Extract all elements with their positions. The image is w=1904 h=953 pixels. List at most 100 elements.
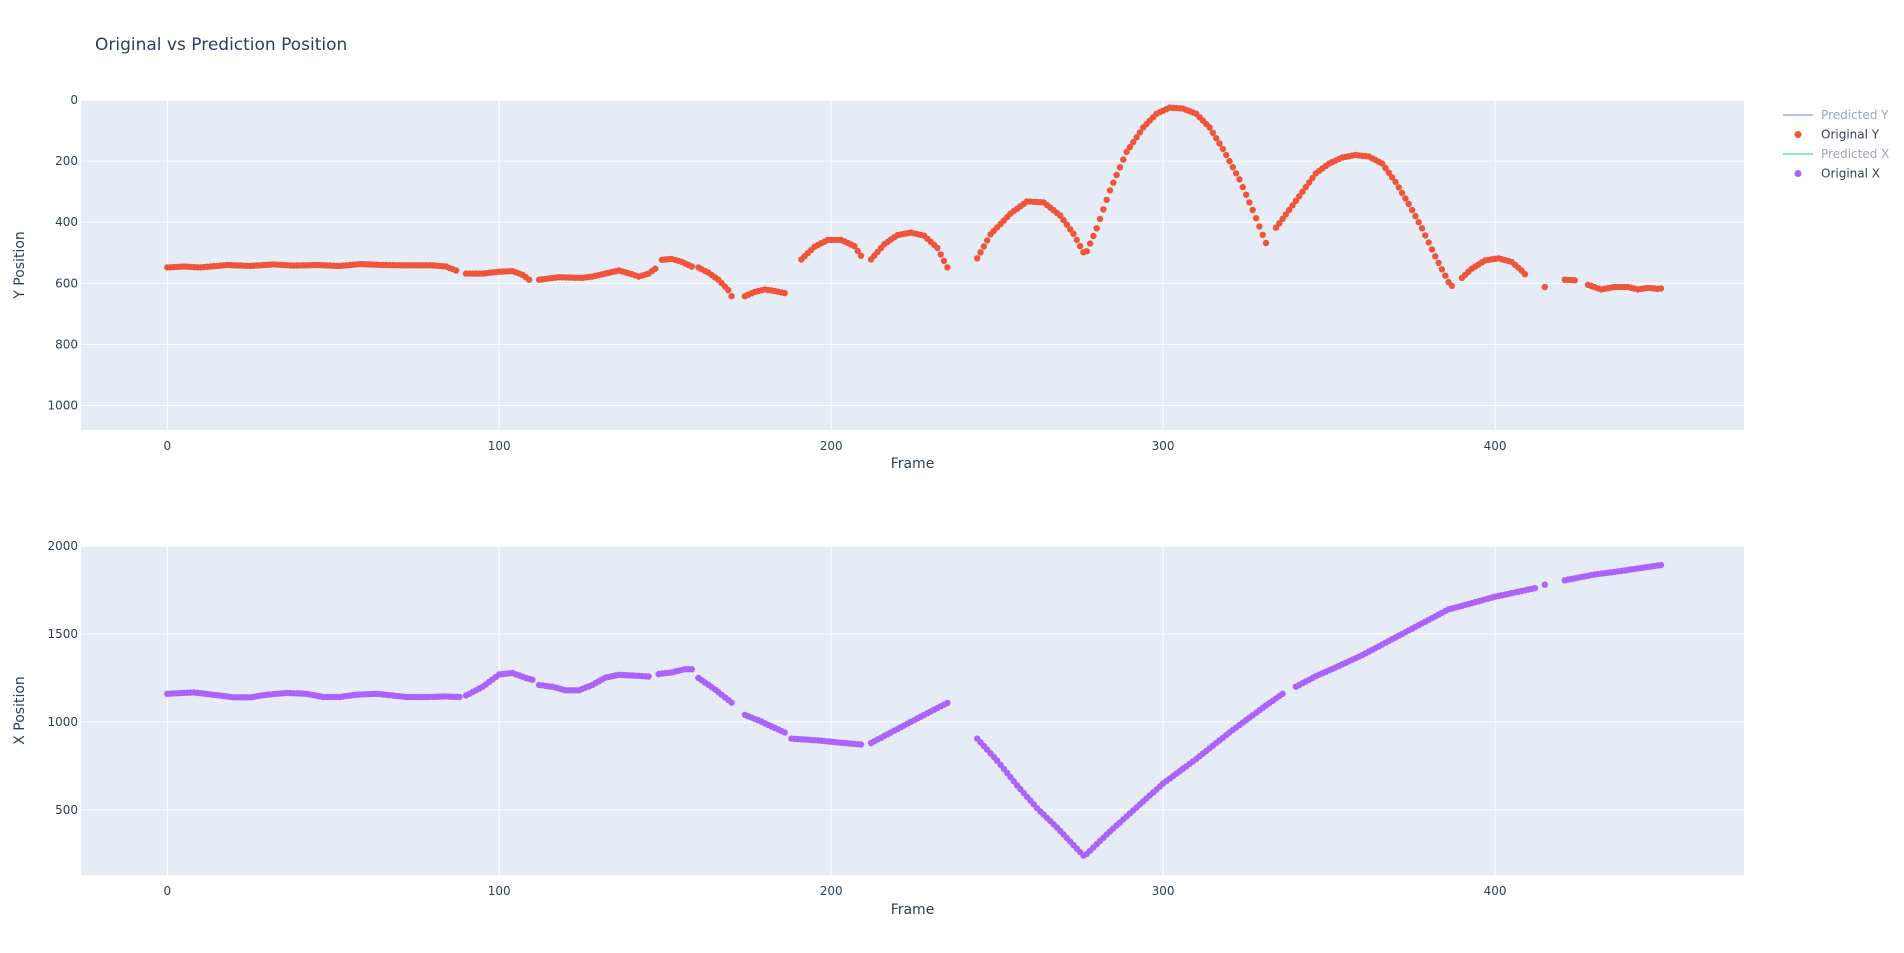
data-point[interactable]: [1306, 179, 1313, 186]
data-point[interactable]: [1236, 176, 1243, 183]
data-point[interactable]: [1063, 221, 1071, 228]
data-point[interactable]: [851, 242, 858, 250]
data-point[interactable]: [1388, 174, 1396, 181]
data-point[interactable]: [688, 666, 695, 673]
data-point[interactable]: [934, 244, 941, 252]
legend[interactable]: Predicted Y Original Y Predicted X Original…: [1783, 108, 1889, 181]
data-point[interactable]: [1209, 129, 1217, 136]
data-point[interactable]: [980, 243, 988, 250]
data-point[interactable]: [781, 729, 788, 736]
data-point[interactable]: [1432, 253, 1439, 260]
legend-item-predicted-x[interactable]: Predicted X: [1783, 147, 1889, 161]
data-point[interactable]: [1116, 164, 1124, 171]
data-point[interactable]: [1256, 223, 1263, 230]
data-point[interactable]: [1382, 164, 1389, 172]
data-point[interactable]: [1239, 183, 1247, 191]
data-point[interactable]: [1395, 184, 1403, 191]
data-point[interactable]: [857, 741, 865, 748]
data-point[interactable]: [1385, 169, 1393, 176]
data-point[interactable]: [1232, 170, 1240, 177]
data-point[interactable]: [1438, 266, 1446, 273]
data-point[interactable]: [1219, 145, 1227, 153]
data-point[interactable]: [1442, 272, 1449, 279]
data-point[interactable]: [1100, 206, 1107, 213]
data-point[interactable]: [456, 693, 463, 701]
data-point[interactable]: [1206, 124, 1213, 131]
data-point[interactable]: [1096, 215, 1104, 223]
data-point[interactable]: [854, 247, 861, 255]
data-point[interactable]: [1418, 225, 1426, 232]
data-point[interactable]: [1405, 200, 1412, 208]
data-point[interactable]: [1120, 156, 1127, 163]
data-point[interactable]: [940, 257, 948, 265]
data-point[interactable]: [1276, 220, 1283, 227]
legend-item-original-y[interactable]: Original Y: [1794, 128, 1880, 142]
data-point[interactable]: [1657, 285, 1665, 292]
data-point[interactable]: [1292, 197, 1300, 204]
data-point[interactable]: [1110, 179, 1117, 186]
data-point[interactable]: [1398, 189, 1406, 197]
data-point[interactable]: [1657, 561, 1665, 569]
data-point[interactable]: [1296, 193, 1303, 200]
data-point[interactable]: [1309, 174, 1316, 182]
data-point[interactable]: [1392, 178, 1399, 186]
data-point[interactable]: [1408, 206, 1416, 214]
data-point[interactable]: [857, 252, 865, 259]
data-point[interactable]: [944, 699, 951, 707]
data-point[interactable]: [1289, 202, 1296, 209]
data-point[interactable]: [1106, 187, 1114, 194]
legend-item-predicted-y[interactable]: Predicted Y: [1783, 108, 1889, 122]
data-point[interactable]: [1252, 215, 1260, 222]
data-point[interactable]: [1402, 195, 1409, 202]
data-point[interactable]: [1070, 230, 1077, 237]
data-point[interactable]: [1262, 239, 1270, 247]
data-point[interactable]: [1213, 135, 1220, 142]
data-point[interactable]: [1223, 151, 1230, 159]
data-point[interactable]: [937, 251, 944, 258]
data-point[interactable]: [728, 293, 735, 300]
data-point[interactable]: [1448, 282, 1456, 289]
data-point[interactable]: [1302, 183, 1310, 191]
data-point[interactable]: [1272, 224, 1280, 231]
data-point[interactable]: [1249, 206, 1256, 214]
data-point[interactable]: [728, 699, 735, 706]
data-point[interactable]: [1067, 226, 1074, 233]
plot-area[interactable]: [81, 546, 1744, 875]
data-point[interactable]: [1083, 248, 1091, 255]
data-point[interactable]: [977, 249, 984, 256]
data-point[interactable]: [984, 237, 991, 244]
data-point[interactable]: [1541, 581, 1549, 588]
data-point[interactable]: [1531, 585, 1539, 592]
data-point[interactable]: [1090, 232, 1097, 240]
data-point[interactable]: [1246, 199, 1253, 206]
data-point[interactable]: [452, 267, 460, 274]
data-point[interactable]: [525, 276, 533, 283]
data-point[interactable]: [974, 255, 981, 262]
data-point[interactable]: [1541, 283, 1549, 291]
data-point[interactable]: [1133, 134, 1140, 141]
data-point[interactable]: [1279, 215, 1286, 223]
data-point[interactable]: [1226, 157, 1233, 165]
data-point[interactable]: [1299, 188, 1306, 195]
data-point[interactable]: [1521, 271, 1529, 278]
data-point[interactable]: [1073, 236, 1081, 244]
data-point[interactable]: [1571, 277, 1578, 284]
data-point[interactable]: [1279, 690, 1286, 697]
data-point[interactable]: [1229, 164, 1237, 171]
data-point[interactable]: [1086, 240, 1094, 247]
data-point[interactable]: [1435, 259, 1442, 267]
data-point[interactable]: [1428, 246, 1436, 253]
data-point[interactable]: [652, 265, 659, 272]
data-point[interactable]: [1259, 231, 1266, 238]
data-point[interactable]: [1286, 206, 1293, 214]
data-point[interactable]: [1415, 219, 1422, 226]
data-point[interactable]: [688, 263, 695, 270]
data-point[interactable]: [1425, 239, 1432, 246]
data-point[interactable]: [1130, 139, 1137, 146]
data-point[interactable]: [1057, 212, 1064, 219]
legend-item-original-x[interactable]: Original X: [1794, 167, 1881, 181]
data-point[interactable]: [1422, 232, 1429, 239]
data-point[interactable]: [1136, 129, 1144, 136]
data-point[interactable]: [781, 289, 788, 297]
data-point[interactable]: [1060, 216, 1067, 224]
